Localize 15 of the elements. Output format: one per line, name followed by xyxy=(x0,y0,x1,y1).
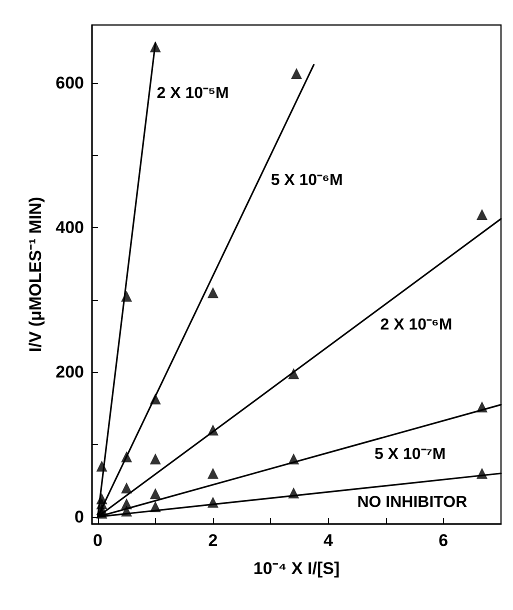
annotation: 5 X 10⁻⁶M xyxy=(270,172,343,189)
y-tick-label: 0 xyxy=(74,507,84,526)
annotation: 5 X 10⁻⁷M xyxy=(374,446,446,464)
x-tick-label: 2 xyxy=(208,531,218,550)
annotation: 2 X 10⁻⁵M xyxy=(156,85,229,102)
y-tick-label: 200 xyxy=(56,362,84,382)
x-axis-title: 10⁻⁴ X I/[S] xyxy=(253,559,340,578)
annotation: NO INHIBITOR xyxy=(357,494,468,511)
annotation: 2 X 10⁻⁶M xyxy=(380,316,452,334)
y-tick-label: 400 xyxy=(56,218,84,237)
x-tick-label: 4 xyxy=(323,531,334,550)
x-tick-label: 6 xyxy=(438,531,448,550)
x-tick-label: 0 xyxy=(93,531,102,550)
y-axis-title: I/V (μMOLES⁻¹ MIN) xyxy=(26,196,45,352)
y-tick-label: 600 xyxy=(56,73,84,92)
